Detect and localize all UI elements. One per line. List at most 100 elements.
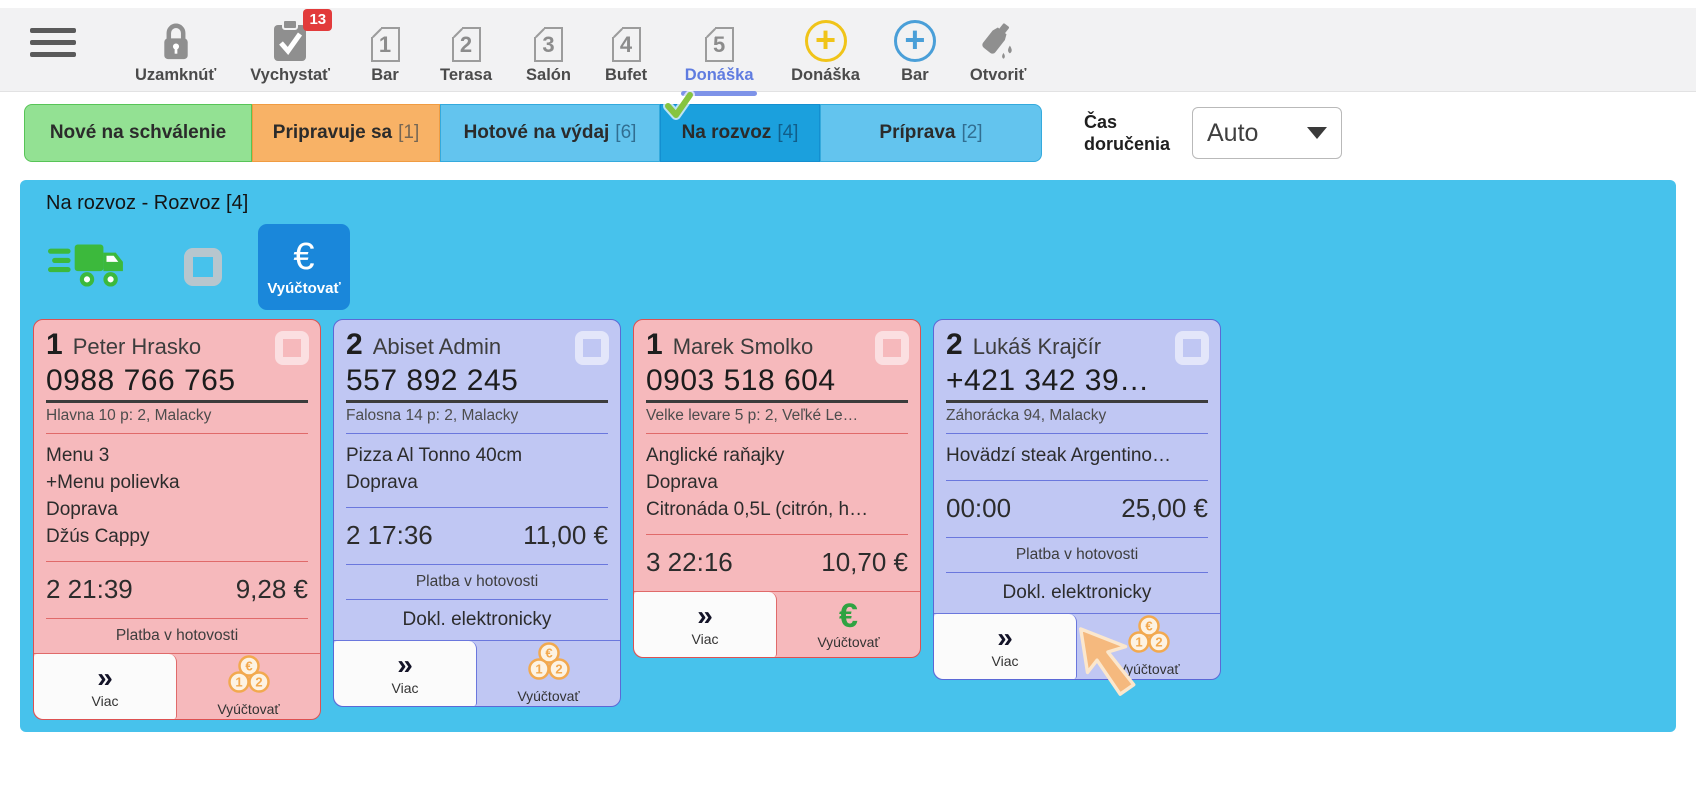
tab-count: [4] <box>777 122 799 143</box>
customer-phone[interactable]: 557 892 245 <box>346 364 608 403</box>
toolbar-label: Donáška <box>684 66 754 84</box>
customer-address: Falosna 14 p: 2, Malacky <box>346 407 608 434</box>
chevrons-icon: » <box>697 599 713 631</box>
settle-button[interactable]: € Vyúčtovať <box>777 592 920 657</box>
order-cards-row: 1 Peter Hrasko 0988 766 765 Hlavna 10 p:… <box>33 319 1676 720</box>
toolbar-label: Vychystať <box>250 66 331 84</box>
chevrons-icon: » <box>997 621 1013 653</box>
pos-screen: Uzamknúť 13 Vychystať 1 Bar 2 Te <box>0 8 1696 799</box>
more-button[interactable]: » Viac <box>934 613 1077 679</box>
delivery-time-dropdown[interactable]: Auto <box>1192 107 1342 159</box>
order-card-peter-hrasko[interactable]: 1 Peter Hrasko 0988 766 765 Hlavna 10 p:… <box>33 319 321 720</box>
svg-text:1: 1 <box>535 662 542 677</box>
tab-priprava[interactable]: Príprava [2] <box>820 104 1042 162</box>
green-check-icon <box>663 90 695 126</box>
toolbar-item-donaska-active[interactable]: 5 Donáška <box>664 18 774 96</box>
settle-label: Vyúčtovať <box>517 688 580 705</box>
order-item: Doprava <box>46 498 118 520</box>
customer-address: Hlavna 10 p: 2, Malacky <box>46 407 308 434</box>
order-total: 11,00 € <box>523 519 608 550</box>
settle-button[interactable]: € 1 2 Vyúčtovať <box>477 641 620 706</box>
bottle-drops-icon <box>977 18 1019 62</box>
dropdown-value: Auto <box>1207 118 1259 147</box>
select-all-checkbox[interactable] <box>184 248 222 286</box>
svg-text:2: 2 <box>255 675 262 690</box>
order-qty: 2 <box>946 328 963 361</box>
toolbar-item-new-donaska[interactable]: + Donáška <box>774 18 877 85</box>
order-card-lukas-krajcir[interactable]: 2 Lukáš Krajčír +421 342 39… Záhorácka 9… <box>933 319 1221 680</box>
tab-pripravuje-sa[interactable]: Pripravuje sa [1] <box>252 104 440 162</box>
toolbar-item-lock[interactable]: Uzamknúť <box>118 18 233 85</box>
more-button[interactable]: » Viac <box>634 591 777 657</box>
more-label: Viac <box>991 652 1019 669</box>
toolbar-item-bar-1[interactable]: 1 Bar <box>347 18 423 85</box>
order-item: Doprava <box>646 471 718 493</box>
order-item: Citronáda 0,5L (citrón, h… <box>646 498 869 520</box>
clipboard-check-icon: 13 <box>272 9 333 62</box>
panel-title: Na rozvoz - Rozvoz [4] <box>46 192 249 214</box>
settle-selected-button[interactable]: € Vyúčtovať <box>258 224 350 310</box>
more-button[interactable]: » Viac <box>34 653 177 719</box>
customer-name: Peter Hrasko <box>72 334 202 359</box>
toolbar-label: Bufet <box>604 66 648 84</box>
order-checkbox[interactable] <box>575 331 609 365</box>
customer-phone[interactable]: 0988 766 765 <box>46 364 308 403</box>
toolbar-item-open[interactable]: Otvoriť <box>953 18 1044 85</box>
top-toolbar: Uzamknúť 13 Vychystať 1 Bar 2 Te <box>0 8 1696 96</box>
settle-selected-label: Vyúčtovať <box>267 279 341 297</box>
delivery-time-control: Čas doručenia Auto <box>1084 107 1342 159</box>
table-number-icon: 3 <box>533 18 563 62</box>
settle-button[interactable]: € 1 2 Vyúčtovať <box>177 654 320 719</box>
settle-label: Vyúčtovať <box>217 701 280 718</box>
svg-text:€: € <box>1145 619 1152 634</box>
tab-nove-na-schvalenie[interactable]: Nové na schválenie <box>24 104 252 162</box>
chevrons-icon: » <box>397 648 413 680</box>
order-checkbox[interactable] <box>1175 331 1209 365</box>
customer-phone[interactable]: 0903 518 604 <box>646 364 908 403</box>
order-qty: 1 <box>646 328 663 361</box>
order-item: Anglické raňajky <box>646 445 785 466</box>
toolbar-item-terasa[interactable]: 2 Terasa <box>423 18 509 85</box>
toolbar-label: Salón <box>526 66 571 84</box>
svg-text:2: 2 <box>1155 635 1162 650</box>
order-item: Doprava <box>346 471 418 493</box>
toolbar-item-salon[interactable]: 3 Salón <box>509 18 588 85</box>
order-qty: 1 <box>46 328 63 361</box>
tab-hotove-na-vydaj[interactable]: Hotové na výdaj [6] <box>440 104 660 162</box>
toolbar-item-new-bar[interactable]: + Bar <box>877 18 953 85</box>
toolbar-label: Bar <box>901 66 929 84</box>
settle-button[interactable]: € 1 2 Vyúčtovať <box>1077 614 1220 679</box>
delivery-truck-icon[interactable] <box>48 240 126 295</box>
tab-label: Pripravuje sa <box>272 122 393 143</box>
order-card-abiset-admin[interactable]: 2 Abiset Admin 557 892 245 Falosna 14 p:… <box>333 319 621 707</box>
more-button[interactable]: » Viac <box>334 640 477 706</box>
delivery-time-label: Čas doručenia <box>1084 111 1171 155</box>
order-item: Menu 3 <box>46 445 110 466</box>
coins-icon: € 1 2 <box>526 642 572 687</box>
tab-count: [6] <box>615 122 637 143</box>
order-card-marek-smolko[interactable]: 1 Marek Smolko 0903 518 604 Velke levare… <box>633 319 921 658</box>
tab-na-rozvoz-selected[interactable]: Na rozvoz [4] <box>660 90 820 162</box>
order-time: 2 17:36 <box>346 519 433 550</box>
status-row: Nové na schválenie Pripravuje sa [1] Hot… <box>24 90 1672 162</box>
order-checkbox[interactable] <box>275 331 309 365</box>
customer-name: Marek Smolko <box>672 334 814 359</box>
payment-method: Platba v hotovosti <box>46 617 308 653</box>
customer-phone[interactable]: +421 342 39… <box>946 364 1208 403</box>
order-checkbox[interactable] <box>875 331 909 365</box>
svg-text:€: € <box>245 659 252 674</box>
toolbar-item-prepare[interactable]: 13 Vychystať <box>233 9 347 85</box>
hamburger-menu-icon[interactable] <box>30 28 76 57</box>
toolbar-label: Terasa <box>440 66 493 84</box>
order-time: 3 22:16 <box>646 546 733 577</box>
toolbar-item-bufet[interactable]: 4 Bufet <box>588 18 664 85</box>
order-time: 00:00 <box>946 492 1012 523</box>
receipt-type: Dokl. elektronicky <box>946 571 1208 613</box>
order-item: Hovädzí steak Argentino… <box>946 445 1171 466</box>
table-number-icon: 5 <box>704 18 734 62</box>
order-item: Džús Cappy <box>46 525 150 547</box>
toolbar-label: Otvoriť <box>969 66 1027 84</box>
receipt-type: Dokl. elektronicky <box>346 598 608 640</box>
more-label: Viac <box>91 692 119 709</box>
tab-label: Hotové na výdaj <box>463 122 610 143</box>
